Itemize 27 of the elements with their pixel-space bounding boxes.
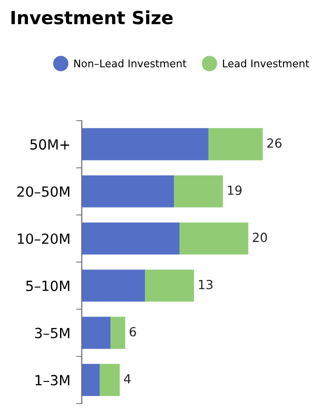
bar <box>180 222 248 255</box>
bar <box>82 128 208 160</box>
chart-title: Investment Size <box>11 10 173 24</box>
legend-label: Non–Lead Investment <box>74 59 186 68</box>
bar <box>208 128 263 160</box>
bar <box>100 364 120 396</box>
bar <box>82 364 100 396</box>
y-tick-label: 1–3M <box>36 374 70 386</box>
bar <box>110 316 126 349</box>
y-tick-label: 20–50M <box>17 186 70 197</box>
bar <box>82 222 180 255</box>
annotation: 4 <box>124 374 131 384</box>
bar <box>82 316 111 349</box>
legend-label: Lead Investment <box>223 59 310 68</box>
bar <box>82 175 174 208</box>
y-tick-label: 3–5M <box>35 328 70 338</box>
y-tick-label: 10–20M <box>18 233 70 244</box>
annotation: 19 <box>228 186 242 195</box>
annotation: 20 <box>252 232 267 242</box>
annotation: 26 <box>267 138 282 148</box>
y-tick-label: 50M+ <box>30 139 70 150</box>
annotation: 6 <box>130 326 136 336</box>
annotation: 13 <box>198 280 213 290</box>
bar <box>174 175 223 208</box>
y-tick-label: 5–10M <box>26 280 70 292</box>
bar <box>145 270 194 302</box>
bar <box>82 270 146 302</box>
